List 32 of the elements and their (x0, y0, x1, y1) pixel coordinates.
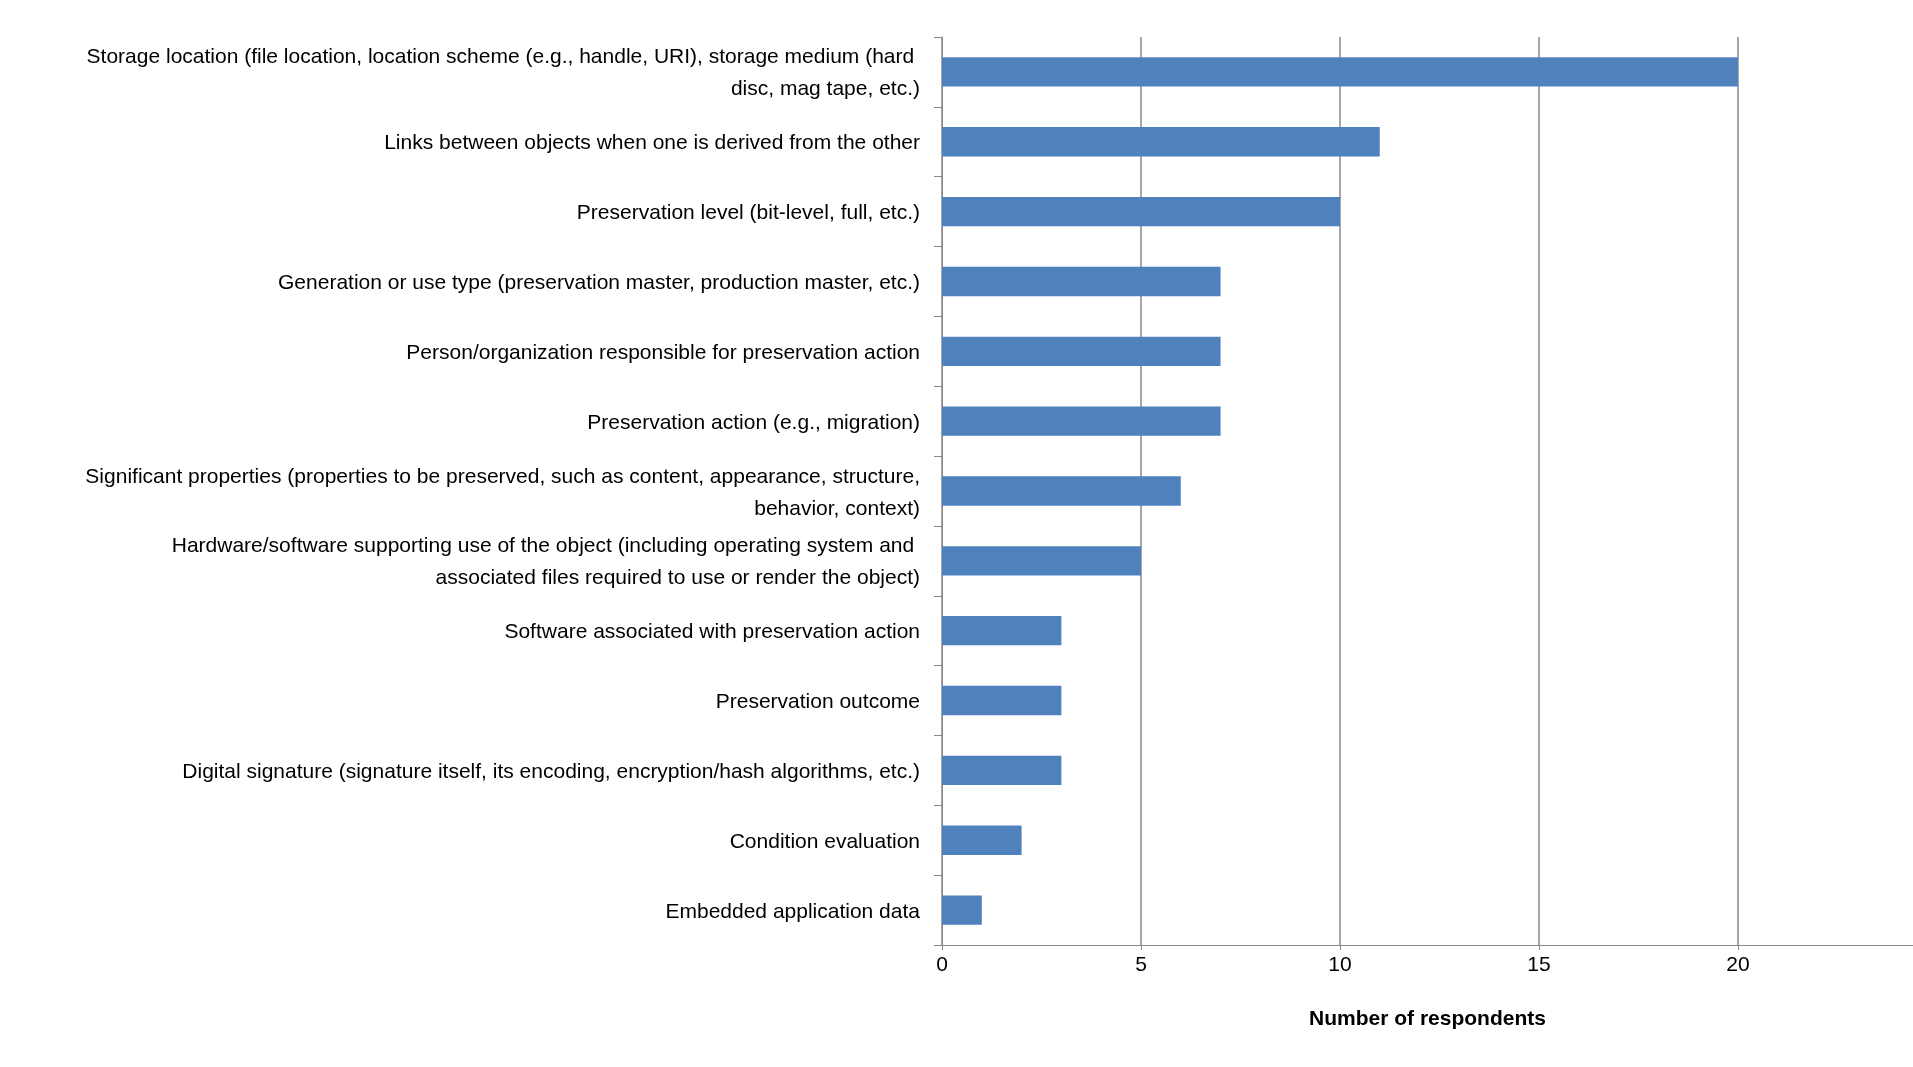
y-tick-label: Digital signature (signature itself, its encoding, encryption/hash algorithms, etc.) (182, 758, 920, 782)
bar (942, 825, 1022, 855)
x-tick-label: 20 (1726, 952, 1750, 975)
x-tick-label: 5 (1135, 952, 1147, 975)
bar (942, 755, 1062, 786)
y-tick-label: Person/organization responsible for preservation action (406, 339, 920, 363)
y-tick-label: Storage location (file location, location scheme (e.g., handle, URI), storage medium (hard disc, mag tape, etc.) (86, 44, 920, 100)
y-tick-label: Generation or use type (preservation master, production master, etc.) (278, 269, 920, 293)
y-tick-label: Preservation action (e.g., migration) (587, 409, 920, 433)
bar (942, 685, 1062, 716)
bar (942, 476, 1181, 506)
bar (942, 127, 1380, 157)
y-tick-label: Preservation level (bit-level, full, etc.) (576, 200, 920, 224)
y-tick-label: Embedded application data (665, 898, 921, 922)
bar (942, 406, 1221, 436)
bar (942, 57, 1738, 87)
x-tick-label: 15 (1527, 952, 1551, 975)
x-tick-label: 0 (936, 952, 948, 975)
bar (942, 266, 1221, 297)
y-tick-label: Condition evaluation (729, 828, 920, 852)
bar (942, 616, 1062, 646)
bar (942, 336, 1221, 366)
x-tick-label: 10 (1328, 952, 1352, 975)
bar (942, 546, 1141, 576)
bar (942, 895, 982, 925)
x-axis-title: Number of respondents (1309, 1006, 1546, 1029)
y-tick-label: Preservation outcome (715, 689, 920, 713)
y-tick-label: Links between objects when one is derived from the other (384, 130, 920, 154)
bar (942, 196, 1340, 227)
y-tick-label: Software associated with preservation action (504, 619, 920, 643)
y-tick-label: Significant properties (properties to be preserved, such as content, appearance, structure, behavior, context) (85, 463, 920, 519)
y-tick-label: Hardware/software supporting use of the object (including operating system and associated files required to use or render the object) (171, 533, 920, 589)
